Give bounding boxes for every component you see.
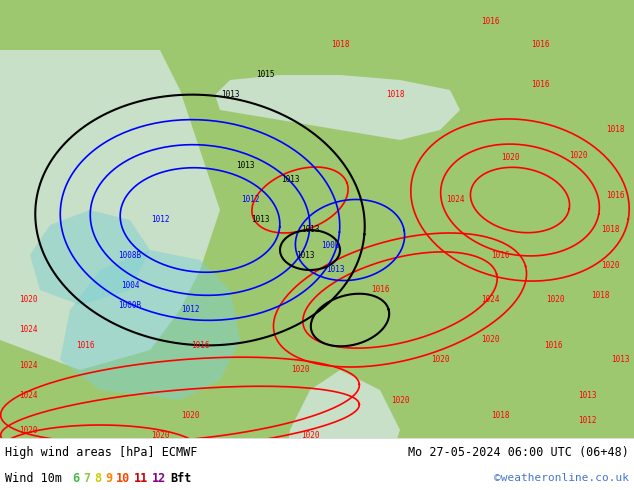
Polygon shape <box>0 0 220 370</box>
Text: 100B: 100B <box>321 241 339 249</box>
Text: 1016: 1016 <box>544 341 562 349</box>
Text: 1013: 1013 <box>578 391 596 399</box>
Text: 1013: 1013 <box>295 250 314 260</box>
Text: 1016: 1016 <box>481 18 499 26</box>
Text: 1016: 1016 <box>191 341 209 349</box>
Polygon shape <box>285 370 400 490</box>
Text: 1018: 1018 <box>601 225 619 235</box>
Text: High wind areas [hPa] ECMWF: High wind areas [hPa] ECMWF <box>5 445 197 459</box>
Text: 1000B: 1000B <box>119 300 141 310</box>
Text: 1004: 1004 <box>120 280 139 290</box>
Text: 1024: 1024 <box>19 391 37 399</box>
Text: Bft: Bft <box>170 471 191 485</box>
Text: Wind 10m: Wind 10m <box>5 471 62 485</box>
Text: 1024: 1024 <box>481 295 499 304</box>
Text: 1020: 1020 <box>291 366 309 374</box>
Text: 1012: 1012 <box>151 216 169 224</box>
Text: 1012: 1012 <box>578 416 596 424</box>
Text: 1016: 1016 <box>491 250 509 260</box>
Text: 1018: 1018 <box>605 125 624 134</box>
Text: 1018: 1018 <box>331 41 349 49</box>
Text: 1016: 1016 <box>371 286 389 294</box>
Text: 1020: 1020 <box>501 153 519 163</box>
Text: 1018: 1018 <box>385 91 404 99</box>
Text: 11: 11 <box>134 471 148 485</box>
Text: 1020: 1020 <box>430 356 450 365</box>
Text: 1013: 1013 <box>251 216 269 224</box>
Text: 1016: 1016 <box>531 41 549 49</box>
Text: 1020: 1020 <box>546 295 564 304</box>
Polygon shape <box>60 250 240 400</box>
Bar <box>0 438 634 490</box>
Text: 1016: 1016 <box>75 341 94 349</box>
Text: 1020: 1020 <box>151 431 169 440</box>
Text: ©weatheronline.co.uk: ©weatheronline.co.uk <box>494 473 629 483</box>
Text: 1013: 1013 <box>611 356 630 365</box>
Text: 12: 12 <box>152 471 166 485</box>
Text: 9: 9 <box>105 471 112 485</box>
Text: 1020: 1020 <box>181 411 199 419</box>
Text: 1020: 1020 <box>481 336 499 344</box>
Text: 1020: 1020 <box>601 261 619 270</box>
Text: 8: 8 <box>94 471 101 485</box>
Text: 10: 10 <box>116 471 130 485</box>
Text: 1020: 1020 <box>391 395 410 405</box>
Text: 1024: 1024 <box>446 196 464 204</box>
Text: 1013: 1013 <box>281 175 299 185</box>
Text: Mo 27-05-2024 06:00 UTC (06+48): Mo 27-05-2024 06:00 UTC (06+48) <box>408 445 629 459</box>
Text: 1024: 1024 <box>19 325 37 335</box>
Text: 6: 6 <box>72 471 79 485</box>
Text: 1013: 1013 <box>236 161 254 170</box>
Text: 1020: 1020 <box>19 425 37 435</box>
Text: 1012: 1012 <box>241 196 259 204</box>
Text: 1018: 1018 <box>591 291 609 299</box>
Text: 1020: 1020 <box>301 431 320 440</box>
Polygon shape <box>30 210 150 305</box>
Text: 7: 7 <box>83 471 90 485</box>
Text: 1020: 1020 <box>569 150 587 160</box>
Text: 1008B: 1008B <box>119 250 141 260</box>
Text: 1020: 1020 <box>19 295 37 304</box>
Text: 1016: 1016 <box>531 80 549 90</box>
Polygon shape <box>215 75 460 140</box>
Text: 1013: 1013 <box>301 225 320 235</box>
Text: 1013: 1013 <box>221 91 239 99</box>
Text: 1016: 1016 <box>605 191 624 199</box>
Text: 1015: 1015 <box>256 71 275 79</box>
Text: 1013: 1013 <box>326 266 344 274</box>
Text: 1018: 1018 <box>491 411 509 419</box>
Text: 1012: 1012 <box>181 305 199 315</box>
Text: 1024: 1024 <box>19 361 37 369</box>
